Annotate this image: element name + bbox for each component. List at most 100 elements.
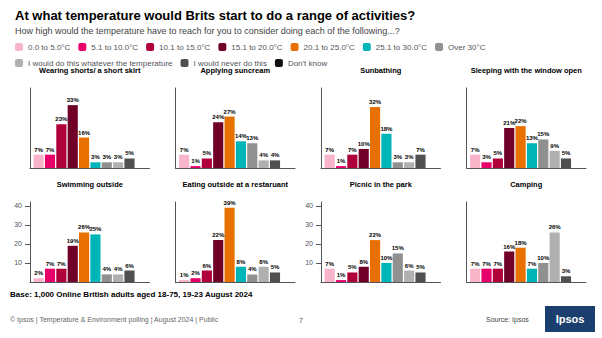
svg-text:24%: 24%: [212, 114, 225, 120]
svg-text:9%: 9%: [550, 143, 559, 149]
svg-text:20.1 to 25.0°C: 20.1 to 25.0°C: [304, 43, 355, 52]
svg-text:7%: 7%: [46, 261, 55, 267]
svg-text:6%: 6%: [203, 263, 212, 269]
svg-text:7%: 7%: [325, 261, 334, 267]
svg-text:3%: 3%: [393, 154, 402, 160]
svg-text:Sunbathing: Sunbathing: [360, 66, 402, 75]
svg-text:26%: 26%: [549, 224, 562, 230]
svg-text:7%: 7%: [494, 261, 503, 267]
svg-text:22%: 22%: [212, 232, 225, 238]
svg-text:2%: 2%: [191, 270, 200, 276]
svg-text:1%: 1%: [337, 158, 346, 164]
svg-text:7%: 7%: [482, 261, 491, 267]
svg-text:1%: 1%: [191, 158, 200, 164]
svg-text:Don't know: Don't know: [288, 59, 328, 68]
svg-text:2%: 2%: [34, 270, 43, 276]
svg-text:Eating outside at a restaruant: Eating outside at a restaruant: [183, 180, 289, 189]
svg-text:7%: 7%: [348, 147, 357, 153]
svg-text:8%: 8%: [237, 259, 246, 265]
svg-text:15.1 to 20.0°C: 15.1 to 20.0°C: [231, 43, 282, 52]
svg-text:20: 20: [305, 240, 313, 247]
svg-text:At what temperature would Brit: At what temperature would Brits start to…: [15, 8, 415, 23]
svg-text:7%: 7%: [471, 261, 480, 267]
svg-text:5%: 5%: [494, 150, 503, 156]
svg-text:3%: 3%: [102, 154, 111, 160]
svg-text:8%: 8%: [359, 259, 368, 265]
svg-text:10%: 10%: [358, 141, 371, 147]
svg-text:20: 20: [14, 240, 22, 247]
svg-text:27%: 27%: [224, 109, 237, 115]
svg-text:7%: 7%: [180, 147, 189, 153]
svg-text:4%: 4%: [259, 152, 268, 158]
svg-text:10: 10: [305, 259, 313, 266]
svg-text:4%: 4%: [102, 266, 111, 272]
svg-text:33%: 33%: [67, 97, 80, 103]
svg-text:15%: 15%: [537, 131, 550, 137]
svg-text:Ipsos: Ipsos: [556, 313, 585, 325]
svg-text:© Ipsos | Temperature & Enviro: © Ipsos | Temperature & Environment poll…: [10, 316, 219, 324]
svg-text:7%: 7%: [57, 261, 66, 267]
svg-text:7%: 7%: [471, 147, 480, 153]
svg-text:5%: 5%: [125, 150, 134, 156]
svg-text:40: 40: [305, 202, 313, 209]
svg-text:22%: 22%: [515, 118, 528, 124]
svg-text:Wearing shorts/ a short skirt: Wearing shorts/ a short skirt: [39, 65, 141, 75]
svg-text:5.1 to 10.0°C: 5.1 to 10.0°C: [91, 43, 138, 52]
svg-text:3%: 3%: [405, 154, 414, 160]
svg-text:3%: 3%: [562, 268, 571, 274]
svg-text:10%: 10%: [380, 255, 393, 261]
svg-text:Sleeping with the window open: Sleeping with the window open: [471, 66, 583, 75]
svg-text:30: 30: [14, 221, 22, 228]
svg-text:1%: 1%: [337, 272, 346, 278]
svg-text:Over 30°C: Over 30°C: [448, 43, 486, 52]
svg-text:0.0 to 5.0°C: 0.0 to 5.0°C: [28, 43, 71, 52]
svg-text:1%: 1%: [180, 272, 189, 278]
svg-text:3%: 3%: [114, 154, 123, 160]
svg-text:13%: 13%: [246, 135, 259, 141]
svg-text:10.1 to 15.0°C: 10.1 to 15.0°C: [159, 43, 210, 52]
svg-text:Picnic in the park: Picnic in the park: [350, 180, 413, 189]
svg-text:19%: 19%: [67, 238, 80, 244]
svg-text:Applying suncream: Applying suncream: [200, 65, 271, 75]
svg-text:6%: 6%: [405, 263, 414, 269]
svg-text:5%: 5%: [562, 150, 571, 156]
svg-text:8%: 8%: [259, 259, 268, 265]
svg-text:22%: 22%: [369, 232, 382, 238]
svg-text:I would do this whatever the t: I would do this whatever the temperature: [28, 59, 173, 68]
svg-text:Swimming outside: Swimming outside: [57, 180, 123, 189]
svg-text:Source: Ipsos: Source: Ipsos: [486, 316, 529, 324]
svg-text:30: 30: [305, 221, 313, 228]
svg-text:How high would the temperature: How high would the temperature have to r…: [15, 26, 400, 36]
svg-text:16%: 16%: [78, 130, 91, 136]
svg-text:3%: 3%: [91, 154, 100, 160]
svg-text:25%: 25%: [89, 226, 102, 232]
svg-text:7%: 7%: [528, 261, 537, 267]
svg-text:4%: 4%: [271, 152, 280, 158]
svg-text:18%: 18%: [515, 240, 528, 246]
svg-text:4%: 4%: [114, 266, 123, 272]
svg-text:5%: 5%: [271, 264, 280, 270]
svg-text:40: 40: [14, 202, 22, 209]
svg-text:Camping: Camping: [510, 180, 543, 189]
svg-text:10: 10: [14, 259, 22, 266]
svg-text:4%: 4%: [248, 266, 257, 272]
svg-text:6%: 6%: [125, 263, 134, 269]
svg-text:39%: 39%: [224, 200, 237, 206]
svg-text:10%: 10%: [537, 255, 550, 261]
svg-text:7%: 7%: [325, 147, 334, 153]
svg-text:5%: 5%: [203, 150, 212, 156]
svg-text:32%: 32%: [369, 99, 382, 105]
svg-text:7: 7: [299, 316, 304, 325]
svg-text:25.1 to 30.0°C: 25.1 to 30.0°C: [376, 43, 427, 52]
svg-text:18%: 18%: [380, 126, 393, 132]
svg-text:5%: 5%: [416, 264, 425, 270]
svg-text:23%: 23%: [55, 116, 68, 122]
svg-text:7%: 7%: [416, 147, 425, 153]
svg-text:5%: 5%: [348, 264, 357, 270]
svg-text:I would never do this: I would never do this: [194, 59, 267, 68]
svg-text:7%: 7%: [46, 147, 55, 153]
svg-text:3%: 3%: [482, 154, 491, 160]
svg-text:7%: 7%: [34, 147, 43, 153]
svg-text:Base: 1,000 Online British adu: Base: 1,000 Online British adults aged 1…: [10, 290, 253, 299]
svg-text:15%: 15%: [392, 245, 405, 251]
